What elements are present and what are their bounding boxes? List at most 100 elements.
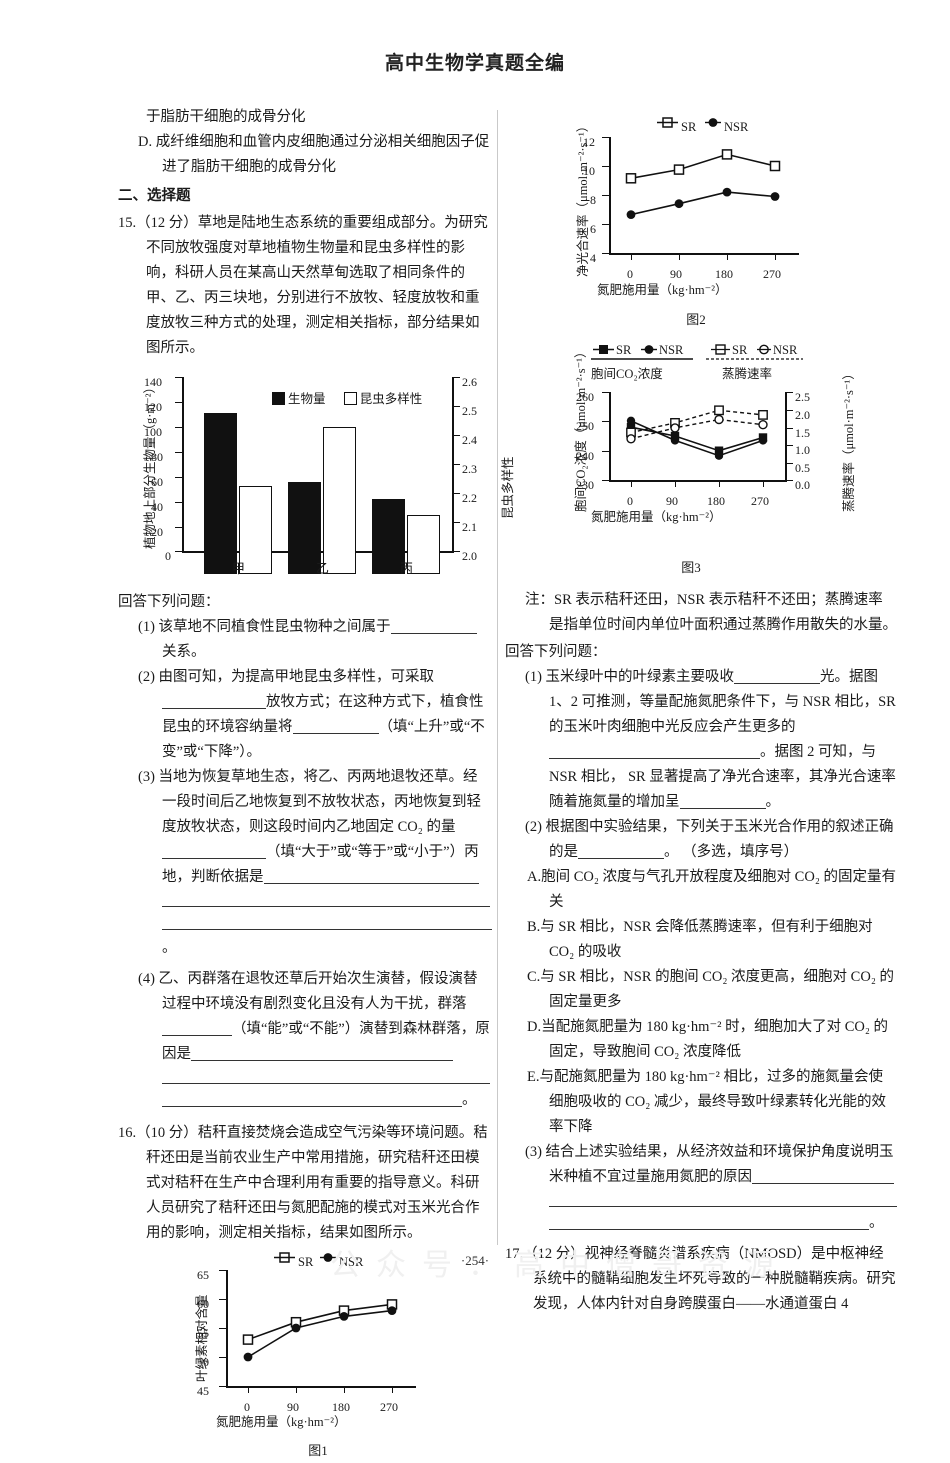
legend-swatch-diversity bbox=[343, 392, 357, 405]
question-17-stem: 17.（12 分）视神经脊髓炎谱系疾病（NMOSD）是中枢神经系统中的髓鞘细胞发… bbox=[505, 1242, 897, 1317]
bar-ytick bbox=[175, 502, 182, 504]
q17-number: 17. bbox=[505, 1246, 524, 1262]
fig2-legend-label-sr: SR bbox=[681, 120, 697, 134]
fig3-x-axis bbox=[609, 480, 787, 482]
fig3-legend-group-2-label: 蒸腾速率 bbox=[722, 367, 773, 381]
answer-blank[interactable] bbox=[162, 694, 266, 709]
answer-blank[interactable] bbox=[162, 1092, 462, 1107]
answer-blank[interactable] bbox=[292, 719, 379, 734]
fig3-legend-sr-2: SR bbox=[732, 343, 748, 357]
left-column: 于脂肪干细胞的成骨分化 D. 成纤维细胞和血管内皮细胞通过分泌相关细胞因子促进了… bbox=[118, 105, 515, 1463]
answer-blank[interactable] bbox=[578, 844, 664, 859]
fig2-legend-label-nsr: NSR bbox=[724, 120, 749, 134]
bar-ytick-right-label: 2.4 bbox=[462, 433, 477, 447]
fig2-ytick bbox=[602, 224, 609, 226]
fig3-caption: 图3 bbox=[681, 560, 701, 575]
legend-label-biomass: 生物量 bbox=[288, 392, 326, 406]
q15-item-2-text-a: 由图可知，为提高甲地昆虫多样性，可采取 bbox=[158, 669, 435, 685]
fig1-x-axis-title: 氮肥施用量（kg·hm⁻²） bbox=[216, 1415, 347, 1429]
fig2-ytick-label: 4 bbox=[590, 251, 596, 265]
option-e-letter: E. bbox=[527, 1069, 540, 1085]
answer-blank[interactable] bbox=[549, 1215, 869, 1230]
answer-blank[interactable] bbox=[390, 619, 477, 634]
q15-item-2-no: (2) bbox=[138, 669, 155, 685]
fig2-x-axis bbox=[609, 253, 799, 255]
option-b-letter: B. bbox=[527, 919, 541, 935]
document-page: 高中生物学真题全编 于脂肪干细胞的成骨分化 D. 成纤维细胞和血管内皮细胞通过分… bbox=[118, 52, 897, 1458]
answer-blank[interactable] bbox=[734, 669, 821, 684]
fig2-ytick-label: 6 bbox=[590, 222, 596, 236]
answer-blank[interactable] bbox=[549, 744, 674, 759]
answer-blank[interactable] bbox=[191, 1046, 453, 1061]
option-e: E.与配施氮肥量为 180 kg·hm⁻² 相比，过多的施氮量会使细胞吸收的 C… bbox=[505, 1065, 897, 1140]
fig1-caption: 图1 bbox=[308, 1443, 328, 1458]
bar-biomass-bing bbox=[372, 499, 405, 574]
page-number: ·254· bbox=[460, 1253, 490, 1268]
q15-item-3-text-a: 当地为恢复草地生态，将乙、丙两地退牧还草。经一段时间后乙地恢复到不放牧状态，丙地… bbox=[158, 769, 481, 835]
bar-ytick-right-label: 2.6 bbox=[462, 375, 477, 389]
q15-item-3-text-b: （填“大于”或“等于”或“小于”）丙地，判断依据是 bbox=[162, 844, 479, 885]
fig3-legend bbox=[591, 344, 803, 360]
answer-blank[interactable] bbox=[679, 794, 766, 809]
fig3-xtick bbox=[631, 481, 633, 487]
fig1-ytick bbox=[219, 1270, 226, 1272]
answer-rule[interactable] bbox=[162, 906, 490, 907]
q16-number: 16. bbox=[118, 1125, 137, 1141]
fig1-legend-label-nsr: NSR bbox=[339, 1255, 364, 1269]
answer-rule[interactable] bbox=[162, 1083, 490, 1084]
answer-blank[interactable] bbox=[162, 1021, 232, 1036]
fig2-caption: 图2 bbox=[686, 312, 706, 327]
bar-ytick-label: 60 bbox=[151, 475, 163, 489]
carryover-line: 于脂肪干细胞的成骨分化 bbox=[146, 109, 306, 125]
option-d-text: 当配施氮肥量为 180 kg·hm⁻² 时，细胞加大了对 CO₂ 的固定，导致胞… bbox=[541, 1019, 889, 1060]
figure-2: 12 10 8 6 4 0 90 180 270 bbox=[541, 115, 851, 315]
fig2-xtick bbox=[775, 254, 777, 260]
bar-ytick bbox=[175, 402, 182, 404]
fig3-legend-nsr-1: NSR bbox=[659, 343, 684, 357]
fig3-ytick bbox=[602, 451, 609, 453]
answer-blank[interactable] bbox=[674, 744, 760, 759]
q17-score: （12 分） bbox=[523, 1246, 585, 1262]
fig3-xtick bbox=[675, 481, 677, 487]
q15-item-2: (2) 由图可知，为提高甲地昆虫多样性，可采取放牧方式；在这种方式下，植食性昆虫… bbox=[118, 665, 490, 765]
fig2-xtick-label: 90 bbox=[670, 267, 682, 281]
bar-y-axis-title: 植物地上部分生物量（g·m⁻²） bbox=[143, 381, 157, 549]
answer-blank[interactable] bbox=[162, 844, 266, 859]
q16-answer-prompt: 回答下列问题： bbox=[505, 644, 607, 660]
q15-score: （12 分） bbox=[136, 215, 198, 231]
bar-ytick-label: 20 bbox=[151, 525, 163, 539]
option-d-q16: D.当配施氮肥量为 180 kg·hm⁻² 时，细胞加大了对 CO₂ 的固定，导… bbox=[505, 1015, 897, 1065]
bar-ytick bbox=[175, 452, 182, 454]
bar-biomass-jia bbox=[204, 413, 237, 574]
figure-bar-chart: 140 120 100 80 60 40 20 0 2.6 2.5 2.4 2.… bbox=[122, 369, 515, 576]
fig3-ytick-right-label: 2.5 bbox=[795, 390, 810, 404]
bar-xtick-label: 乙 bbox=[316, 561, 330, 576]
answer-rule[interactable] bbox=[549, 1206, 897, 1207]
q15-item-1-text-b: 关系。 bbox=[162, 644, 206, 660]
answer-blank[interactable] bbox=[263, 869, 479, 884]
bar-left-axis bbox=[182, 377, 184, 553]
fig3-xtick-label: 270 bbox=[751, 494, 769, 508]
q16-item-1-text-a: 玉米绿叶中的叶绿素主要吸收 bbox=[545, 669, 735, 685]
bar-ytick-label: 40 bbox=[151, 500, 163, 514]
fig3-y-axis bbox=[609, 392, 611, 482]
question-16-stem: 16.（10 分）秸秆直接焚烧会造成空气污染等环境问题。秸秆还田是当前农业生产中… bbox=[118, 1121, 490, 1246]
q15-item-1-text-a: 该草地不同植食性昆虫物种之间属于 bbox=[158, 619, 391, 635]
bar-ytick-label: 0 bbox=[165, 549, 171, 563]
fig3-ytick-right-label: 0.5 bbox=[795, 461, 810, 475]
answer-blank[interactable] bbox=[162, 915, 492, 930]
figure-note: 注：SR 表示秸秆还田，NSR 表示秸秆不还田；蒸腾速率是指单位时间内单位叶面积… bbox=[525, 592, 897, 633]
answer-blank[interactable] bbox=[752, 1169, 894, 1184]
bar-ytick-right-label: 2.3 bbox=[462, 462, 477, 476]
bar-ytick bbox=[175, 551, 182, 553]
q16-item-3-text-a: 结合上述实验结果，从经济效益和环境保护角度说明玉米种植不宜过量施用氮肥的原因 bbox=[545, 1144, 894, 1185]
fig2-ytick bbox=[602, 166, 609, 168]
option-b-text: 与 SR 相比，NSR 会降低蒸腾速率，但有利于细胞对 CO₂ 的吸收 bbox=[540, 919, 873, 960]
fig1-ytick bbox=[219, 1328, 226, 1330]
q15-number: 15. bbox=[118, 215, 137, 231]
fig1-legend-label-sr: SR bbox=[298, 1255, 314, 1269]
fig2-ytick bbox=[602, 137, 609, 139]
fig2-x-axis-title: 氮肥施用量（kg·hm⁻²） bbox=[597, 283, 728, 297]
fig3-ytick-label: 260 bbox=[576, 390, 594, 404]
option-a: A.胞间 CO₂ 浓度与气孔开放程度及细胞对 CO₂ 的固定量有关 bbox=[505, 865, 897, 915]
